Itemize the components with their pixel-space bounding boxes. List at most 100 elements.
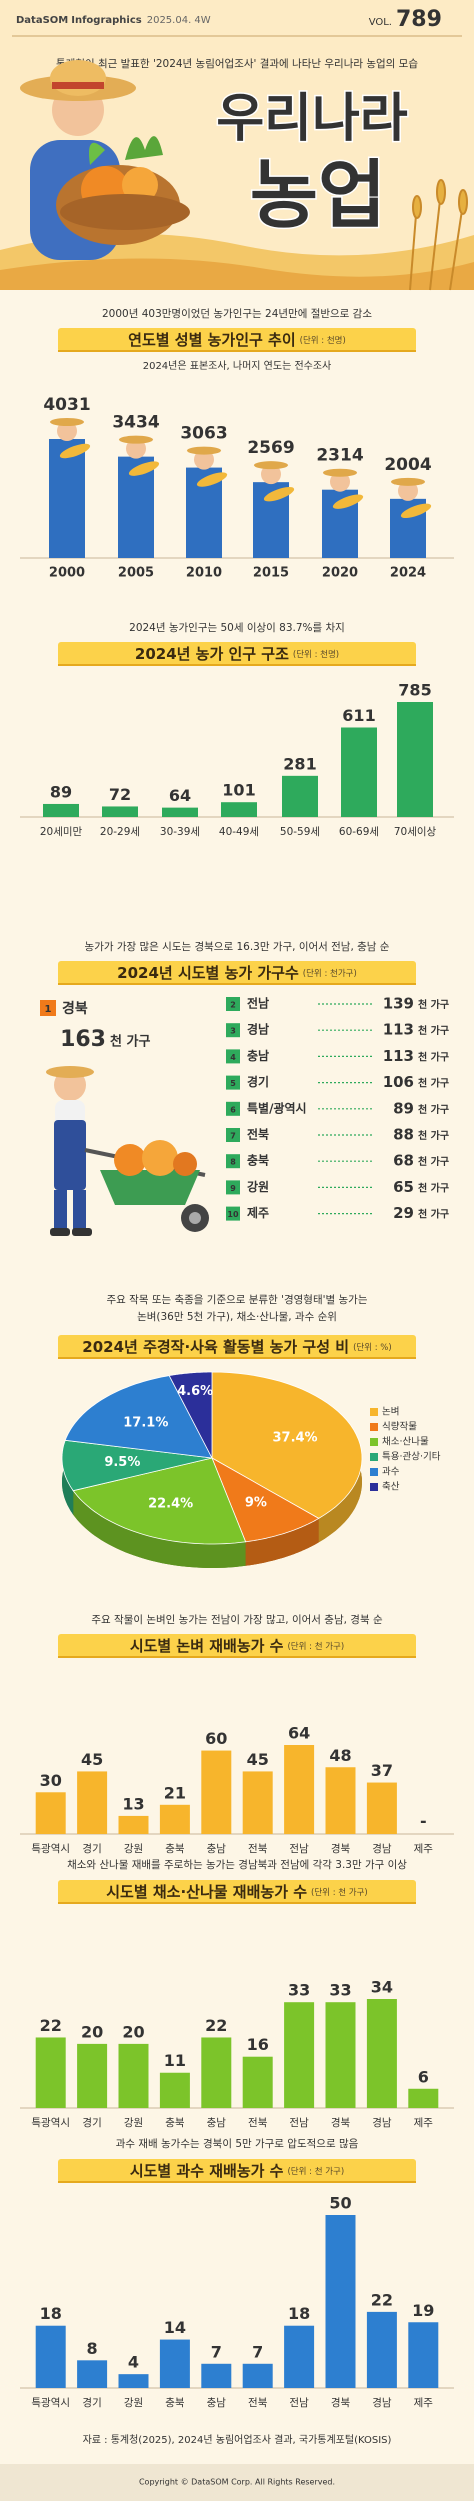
x-tick-label: 2005 [118, 566, 154, 581]
bar [159, 2072, 190, 2108]
x-tick-label: 특광역시 [31, 2397, 70, 2409]
legend-swatch [370, 1423, 378, 1431]
region-value: 106 [383, 1073, 414, 1091]
x-tick-label: 제주 [414, 2397, 434, 2409]
value-label: 2569 [247, 438, 294, 458]
date: 2025.04. 4W [147, 15, 211, 26]
x-tick-label: 2020 [322, 566, 358, 581]
bar [282, 775, 318, 817]
region-name: 전북 [247, 1127, 269, 1142]
bar [162, 807, 198, 817]
title-band-edge [58, 1656, 416, 1658]
rank-badge [226, 1180, 240, 1195]
x-tick-label: 경북 [331, 1842, 351, 1855]
slice-label: 37.4% [272, 1431, 317, 1446]
lead-text: 채소와 산나물 재배를 주로하는 농가는 경남북과 전남에 각각 3.3만 가구… [67, 1858, 407, 1871]
farmer-hat [323, 468, 357, 477]
region-value: 163 [60, 1027, 106, 1052]
bar [242, 1771, 273, 1834]
value-label: 611 [342, 706, 375, 725]
farmer-head [398, 480, 418, 501]
x-tick-label: 60-69세 [339, 826, 379, 838]
rank-badge [40, 1000, 56, 1016]
bar [325, 1767, 356, 1834]
title-line-1: 우리나라 [216, 89, 408, 149]
value-label: 3063 [180, 424, 227, 444]
lead-text: 주요 작물이 논벼인 농가는 전남이 가장 많고, 이어서 충남, 경북 순 [91, 1613, 383, 1626]
rank-number: 3 [230, 1027, 236, 1036]
source: 자료 : 통계청(2025), 2024년 농림어업조사 결과, 국가통계포털(… [83, 2433, 392, 2446]
farmer-head [194, 449, 214, 470]
farmer-hat [187, 446, 221, 455]
x-tick-label: 충북 [165, 1843, 185, 1855]
region-name: 경남 [247, 1022, 269, 1037]
title-band [58, 1335, 416, 1359]
legend-label: 식량작물 [382, 1421, 417, 1433]
legend-label: 특용·관상·기타 [382, 1452, 441, 1463]
wheat-bundle [400, 503, 432, 519]
copyright: Copyright © DataSOM Corp. All Rights Res… [139, 2478, 335, 2487]
wheat-bundle [196, 472, 228, 487]
farmer-illustration [20, 60, 190, 260]
x-tick-label: 강원 [124, 1843, 143, 1855]
x-tick-label: 경남 [372, 2396, 392, 2409]
value-label: 30 [40, 1771, 62, 1790]
x-tick-label: 제주 [414, 1843, 434, 1855]
x-tick-label: 경기 [82, 2116, 101, 2129]
title-band-edge [58, 1902, 416, 1904]
series: Infographics [71, 15, 142, 26]
value-label: 21 [164, 1783, 186, 1802]
pie-side [245, 1518, 319, 1566]
value-label: 3434 [112, 413, 159, 433]
ranking-illustration [46, 1066, 209, 1236]
note-text: 2024년은 표본조사, 나머지 연도는 전수조사 [143, 360, 332, 372]
slice-label: 9.5% [104, 1455, 140, 1470]
region-value: 139 [383, 995, 414, 1013]
bar [221, 802, 257, 817]
rank-number: 4 [230, 1053, 236, 1062]
lead-text: 농가가 가장 많은 시도는 경북으로 16.3만 가구, 이어서 전남, 충남 … [85, 940, 390, 953]
x-tick-label: 충남 [207, 2397, 227, 2409]
section-title: 연도별 성별 농가인구 추이 (단위 : 천명) [128, 331, 346, 349]
lead-text: 주요 작목 또는 축종을 기준으로 분류한 '경영형태'별 농가는 [107, 1293, 368, 1306]
value-label: 22 [205, 2016, 227, 2035]
region-unit: 천 가구 [418, 1050, 449, 1063]
value-label: 89 [50, 782, 72, 801]
x-tick-label: 경남 [372, 1842, 392, 1855]
rank-number: 2 [230, 1001, 236, 1010]
farmer-hat [50, 418, 84, 426]
section-title-text: 2024년 시도별 농가 가구수 [117, 964, 299, 982]
slice-label: 22.4% [148, 1496, 193, 1511]
rank-badge [226, 1023, 240, 1038]
brand: DataSOM [16, 15, 68, 26]
value-label: 48 [329, 1746, 351, 1765]
pie-slice [64, 1375, 213, 1459]
value-label: 33 [288, 1981, 310, 2000]
wheat-bundle [128, 461, 160, 476]
wheat [409, 179, 468, 291]
farmer-head [330, 471, 350, 492]
section-title-text: 연도별 성별 농가인구 추이 [128, 331, 295, 349]
bar [284, 2325, 315, 2388]
value-label: 14 [164, 2318, 186, 2337]
section-title: 시도별 과수 재배농가 수 (단위 : 천 가구) [130, 2162, 344, 2180]
title-band-edge [58, 983, 416, 985]
region-name: 강원 [247, 1180, 269, 1194]
legend-label: 축산 [382, 1482, 400, 1493]
legend-swatch [370, 1408, 378, 1416]
region-name: 경기 [247, 1074, 269, 1089]
value-label: 7 [252, 2342, 263, 2361]
section-unit: (단위 : 천 가구) [287, 2166, 344, 2177]
pie-slice [211, 1371, 363, 1519]
section-unit: (단위 : 천명) [293, 649, 339, 660]
rank-number: 8 [230, 1158, 236, 1167]
title-band [58, 642, 416, 666]
x-tick-label: 제주 [414, 2117, 434, 2129]
region-value: 113 [383, 1047, 414, 1065]
value-label: 50 [329, 2194, 351, 2213]
region-value: 68 [393, 1152, 414, 1170]
rank-number: 9 [230, 1184, 236, 1193]
bar [77, 2043, 108, 2108]
bar [341, 727, 377, 817]
